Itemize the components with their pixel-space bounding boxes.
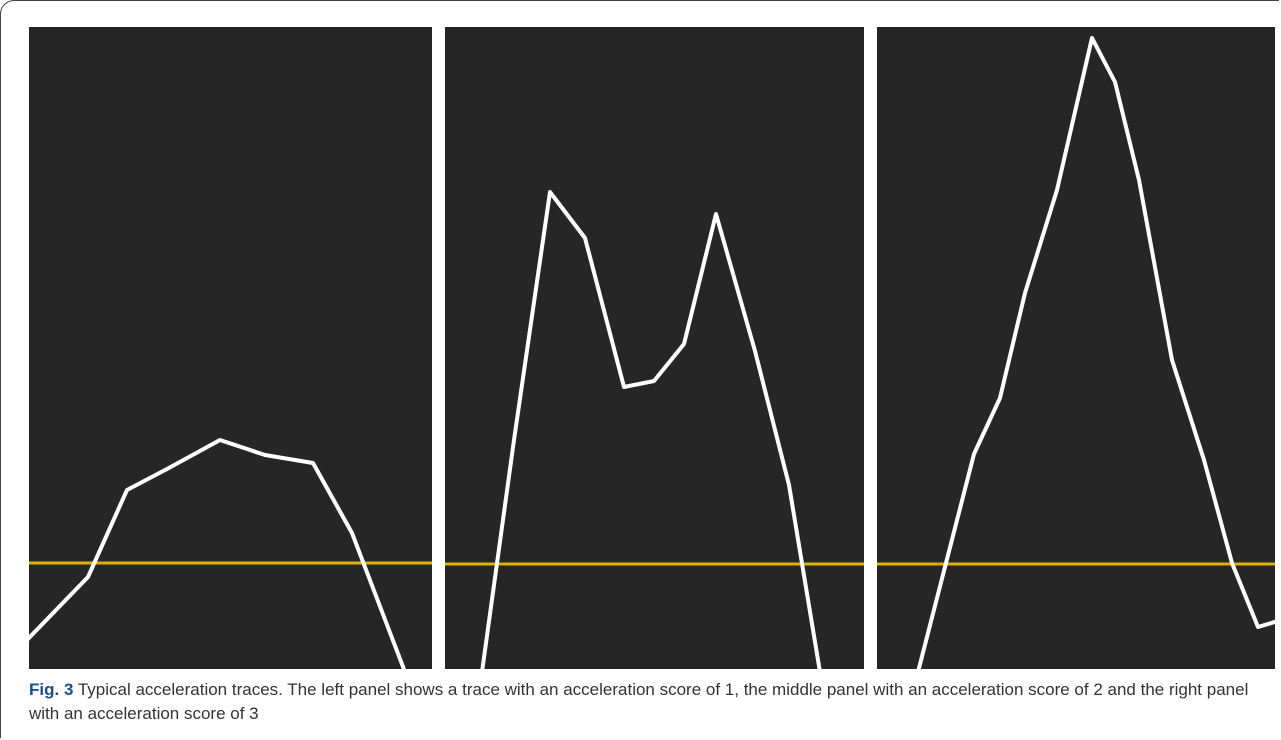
trace [480,190,822,669]
panel-middle [445,27,864,669]
panel-background [877,27,1275,669]
figure-label: Fig. 3 [29,680,74,699]
trace [29,438,406,669]
trace [916,36,1275,669]
caption-text: Typical acceleration traces. The left pa… [29,680,1249,723]
figure-panels [29,27,1275,669]
panel-right [877,27,1275,669]
panel-left [29,27,432,669]
panel-background [445,27,864,669]
figure-caption: Fig. 3 Typical acceleration traces. The … [29,678,1274,726]
